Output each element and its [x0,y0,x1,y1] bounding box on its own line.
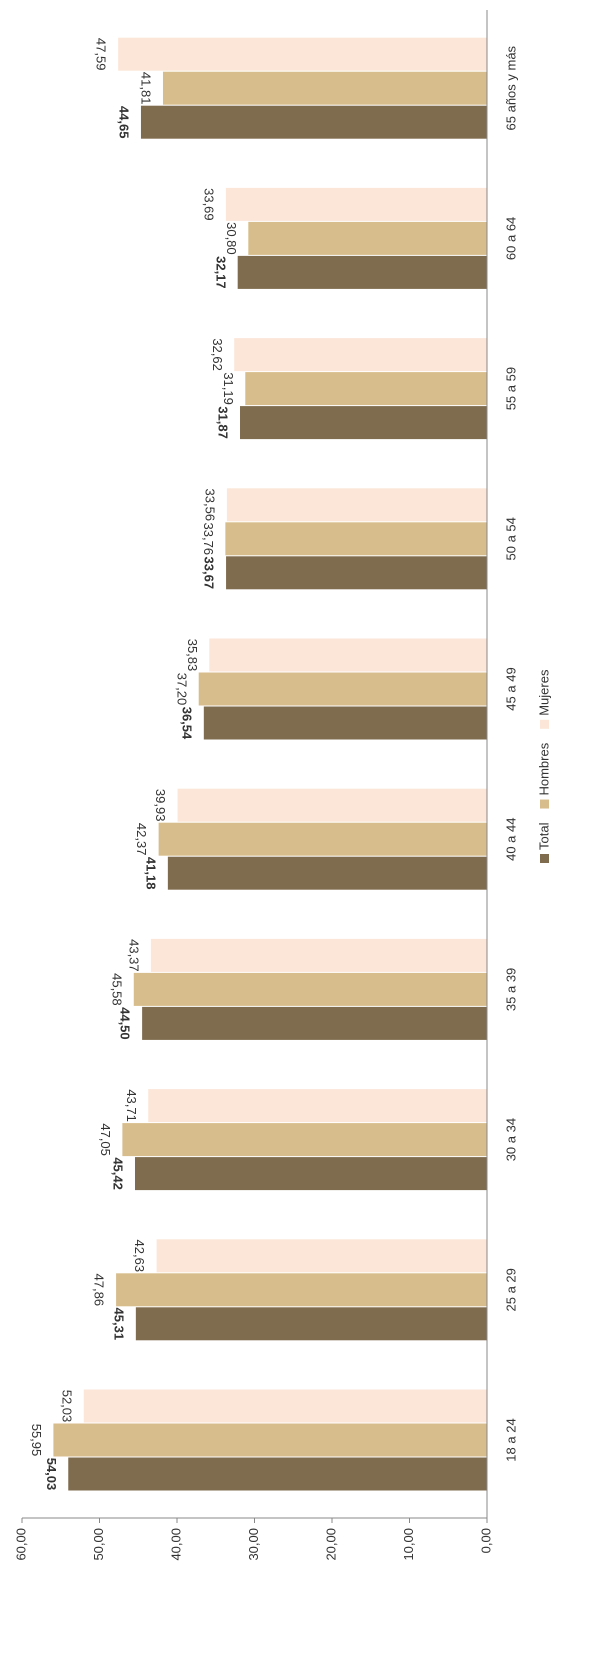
y-tick-label: 40,00 [168,1528,183,1561]
data-label: 42,63 [132,1240,147,1273]
x-tick-label: 40 a 44 [503,818,518,861]
bar [68,1457,488,1491]
data-label: 33,67 [202,557,217,590]
data-label: 31,19 [221,372,236,405]
data-label: 36,54 [179,707,194,740]
bar [240,406,487,440]
y-tick-label: 10,00 [401,1528,416,1561]
bar [150,938,487,972]
bar [148,1089,487,1123]
bar [198,672,487,706]
bar [156,1239,487,1273]
bar [209,638,487,672]
x-tick-label: 25 a 29 [503,1268,518,1311]
bar [234,338,487,372]
data-label: 33,69 [201,188,216,221]
data-label: 41,18 [143,857,158,890]
bar [140,105,487,139]
data-label: 43,37 [126,939,141,972]
bar [116,1273,488,1307]
data-label: 31,87 [216,406,231,439]
legend-swatch [540,854,549,863]
bar [158,822,487,856]
y-tick-label: 50,00 [91,1528,106,1561]
bar [53,1423,487,1457]
x-tick-label: 45 a 49 [503,667,518,710]
data-label: 47,59 [94,38,109,71]
x-tick-label: 18 a 24 [503,1418,518,1461]
x-tick-label: 35 a 39 [503,968,518,1011]
data-label: 32,62 [210,338,225,371]
x-tick-label: 60 a 64 [503,217,518,260]
y-tick-label: 0,00 [478,1528,493,1553]
bar [203,706,487,740]
bar [245,372,487,406]
bar [162,71,487,105]
data-label: 37,20 [174,673,189,706]
bar [135,1307,487,1341]
data-label: 41,81 [139,72,154,105]
bar [167,856,487,890]
y-tick-label: 30,00 [246,1528,261,1561]
bar [118,37,488,71]
bar [83,1389,488,1423]
bar [226,488,487,522]
data-label: 47,05 [98,1123,113,1156]
x-tick-label: 55 a 59 [503,367,518,410]
data-label: 52,03 [59,1390,74,1423]
data-label: 42,37 [134,823,149,856]
data-label: 35,83 [185,639,200,672]
legend-swatch [540,719,549,729]
data-label: 45,31 [111,1308,126,1341]
data-label: 55,95 [29,1424,44,1457]
y-tick-label: 60,00 [13,1528,28,1561]
bar [225,522,488,556]
x-tick-label: 50 a 54 [503,517,518,560]
data-label: 33,76 [201,523,216,556]
data-label: 43,71 [124,1089,139,1122]
data-label: 30,80 [224,222,239,255]
data-label: 54,03 [44,1458,59,1491]
bar [237,255,487,289]
bar [225,187,487,221]
legend-swatch [540,799,549,809]
x-tick-label: 65 años y más [503,45,518,130]
y-tick-label: 20,00 [323,1528,338,1561]
legend-label: Mujeres [536,669,551,716]
data-label: 33,56 [202,489,217,522]
bar [134,1157,487,1191]
bar [248,221,487,255]
data-label: 47,86 [92,1274,107,1307]
x-tick-label: 30 a 34 [503,1118,518,1161]
bar [142,1006,487,1040]
bar [133,972,487,1006]
plot: 0,00 10,00 20,00 30,00 40,00 50,00 60,00 18 a 2… [13,10,551,1561]
data-label: 45,58 [109,973,124,1006]
legend-label: Total [536,822,551,850]
bar [177,788,487,822]
data-label: 44,50 [118,1007,133,1040]
data-label: 45,42 [111,1157,126,1190]
data-label: 32,17 [213,256,228,289]
data-label: 39,93 [153,789,168,822]
bar [226,556,487,590]
bar [122,1123,488,1157]
data-label: 44,65 [117,106,132,139]
legend-label: Hombres [536,742,551,795]
